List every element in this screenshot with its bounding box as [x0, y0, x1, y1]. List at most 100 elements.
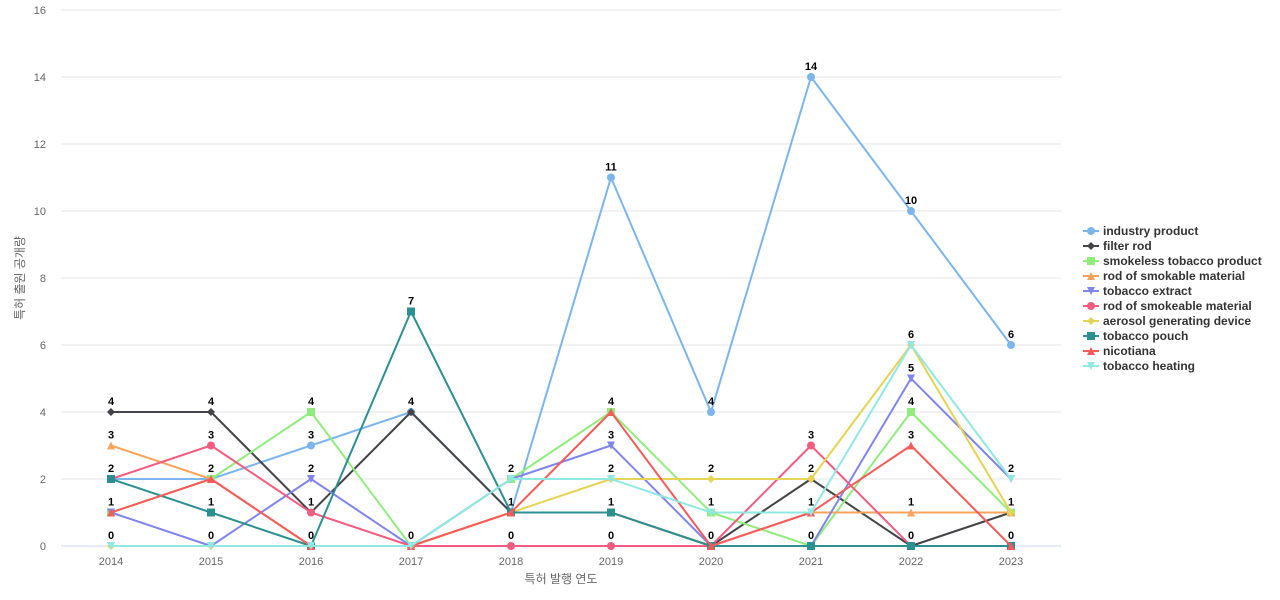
y-tick-label: 6	[40, 340, 46, 352]
data-point[interactable]	[107, 475, 115, 483]
data-point[interactable]	[607, 441, 615, 450]
data-label: 1	[608, 497, 614, 509]
data-label: 3	[308, 430, 314, 442]
legend-item[interactable]: filter rod	[1083, 239, 1152, 253]
data-label: 4	[108, 396, 115, 408]
data-point[interactable]	[207, 508, 215, 517]
data-point[interactable]	[207, 408, 215, 416]
legend-item[interactable]: aerosol generating device	[1083, 314, 1251, 328]
data-point[interactable]	[1007, 475, 1015, 483]
legend-item[interactable]: tobacco heating	[1083, 359, 1195, 373]
data-point[interactable]	[807, 441, 815, 450]
legend-marker	[1087, 287, 1095, 295]
data-point[interactable]	[607, 475, 615, 483]
data-point[interactable]	[1007, 542, 1015, 550]
data-point[interactable]	[107, 508, 115, 517]
data-point[interactable]	[307, 508, 315, 517]
data-label: 2	[1008, 463, 1014, 475]
legend-marker	[1087, 332, 1095, 340]
data-point[interactable]	[107, 441, 115, 450]
data-point[interactable]	[407, 408, 415, 416]
legend-item[interactable]: rod of smokeable material	[1083, 299, 1252, 313]
data-point[interactable]	[507, 475, 515, 483]
legend-item[interactable]: tobacco extract	[1083, 284, 1192, 298]
y-tick-label: 0	[40, 541, 46, 553]
data-point[interactable]	[907, 374, 915, 383]
data-label: 10	[905, 195, 917, 207]
data-point[interactable]	[607, 542, 615, 550]
data-label: 0	[208, 530, 214, 542]
data-point[interactable]	[807, 475, 815, 483]
legend-item[interactable]: nicotiana	[1083, 344, 1156, 358]
data-point[interactable]	[707, 408, 715, 416]
data-label: 6	[908, 329, 914, 341]
data-point[interactable]	[707, 475, 715, 483]
data-point[interactable]	[607, 408, 615, 416]
data-label: 0	[408, 530, 414, 542]
series-tobacco-heating	[107, 341, 1015, 550]
data-point[interactable]	[607, 173, 615, 182]
data-label: 4	[708, 396, 715, 408]
data-point[interactable]	[1007, 341, 1015, 349]
series-line-tobacco-heating	[111, 344, 1012, 547]
data-point[interactable]	[1007, 508, 1015, 517]
data-label: 0	[808, 530, 814, 542]
x-tick-label: 2023	[999, 556, 1023, 568]
data-point[interactable]	[107, 542, 115, 550]
data-point[interactable]	[307, 441, 315, 450]
data-point[interactable]	[707, 542, 715, 550]
data-point[interactable]	[907, 508, 915, 517]
legend-label: aerosol generating device	[1103, 314, 1251, 328]
x-tick-label: 2014	[99, 556, 123, 568]
data-label: 2	[708, 463, 714, 475]
data-label: 2	[808, 463, 814, 475]
data-point[interactable]	[407, 542, 415, 550]
legend-item[interactable]: tobacco pouch	[1083, 329, 1188, 343]
data-label: 0	[308, 530, 314, 542]
data-point[interactable]	[307, 408, 315, 416]
y-axis-ticks: 0 2 4 6 8 10 12 14 16	[34, 5, 46, 553]
x-axis-title: 특허 발행 연도	[525, 571, 598, 586]
legend-marker	[1087, 317, 1095, 325]
data-label: 1	[908, 497, 914, 509]
data-label: 1	[1008, 497, 1014, 509]
data-point[interactable]	[907, 441, 915, 450]
legend-item[interactable]: smokeless tobacco product	[1083, 254, 1262, 268]
data-point[interactable]	[407, 307, 415, 316]
x-tick-label: 2015	[199, 556, 223, 568]
legend-item[interactable]: industry product	[1083, 224, 1198, 238]
x-tick-label: 2020	[699, 556, 723, 568]
data-point[interactable]	[207, 542, 215, 550]
legend-item[interactable]: rod of smokable material	[1083, 269, 1245, 283]
data-point[interactable]	[907, 207, 915, 215]
data-point[interactable]	[807, 542, 815, 550]
data-point[interactable]	[307, 542, 315, 550]
data-point[interactable]	[307, 475, 315, 483]
data-labels: 4321043210432107402101143210421014321010…	[108, 61, 1014, 542]
legend-label: smokeless tobacco product	[1103, 254, 1262, 268]
y-axis-title: 특허 출원 공개량	[13, 236, 27, 320]
data-point[interactable]	[707, 508, 715, 517]
data-label: 14	[805, 61, 818, 73]
x-tick-label: 2017	[399, 556, 423, 568]
data-point[interactable]	[207, 441, 215, 450]
data-point[interactable]	[107, 408, 115, 416]
data-label: 1	[108, 497, 114, 509]
data-point[interactable]	[207, 475, 215, 483]
data-point[interactable]	[907, 341, 915, 349]
data-label: 4	[308, 396, 315, 408]
data-point[interactable]	[907, 542, 915, 550]
data-point[interactable]	[507, 508, 515, 517]
data-point[interactable]	[807, 508, 815, 517]
data-point[interactable]	[907, 408, 915, 416]
data-label: 0	[608, 530, 614, 542]
data-point[interactable]	[507, 542, 515, 550]
data-label: 11	[605, 162, 617, 174]
y-tick-label: 10	[34, 206, 46, 218]
legend-marker	[1087, 257, 1095, 265]
data-point[interactable]	[807, 73, 815, 81]
data-point[interactable]	[607, 508, 615, 517]
legend-label: rod of smokable material	[1103, 269, 1245, 283]
data-label: 4	[208, 396, 215, 408]
